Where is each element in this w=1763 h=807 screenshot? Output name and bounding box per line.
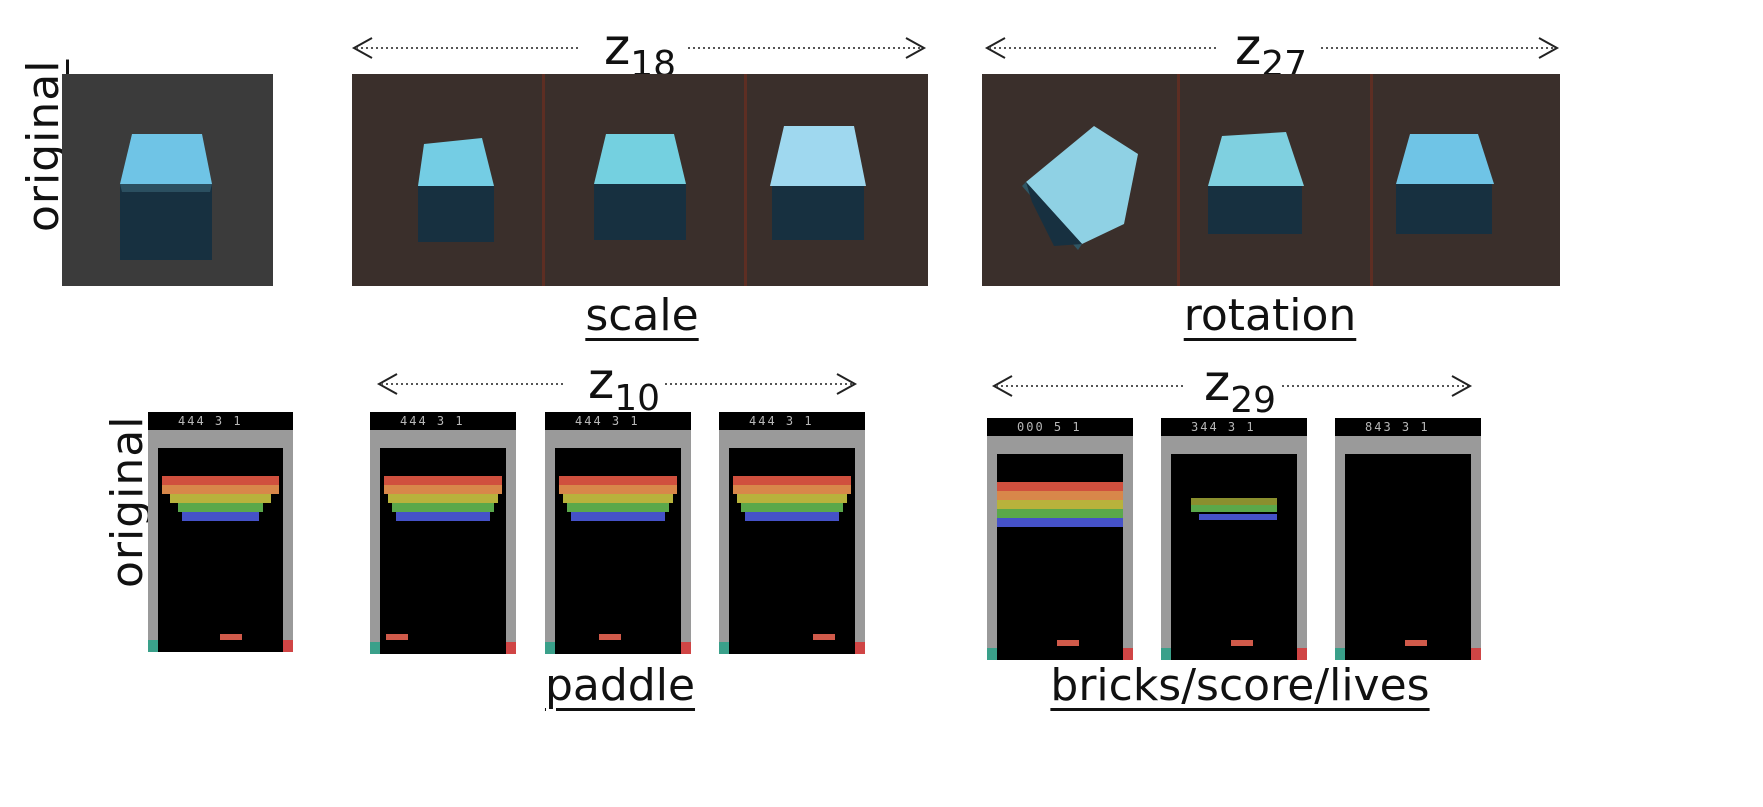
z29-arrow [990,368,1476,408]
rotation-traversal-strip [982,74,1560,286]
original-cube-image [62,74,273,286]
bricks-caption: bricks/score/lives [1050,660,1430,711]
rotation-cubes [1022,126,1494,250]
z10-arrow [375,366,861,406]
scale-cubes [418,126,866,242]
paddle-frame-1: 444 3 1 [370,412,516,654]
z29-label: z29 [1203,354,1277,421]
cube-graphic [120,134,212,260]
rotation-caption: rotation [1183,290,1357,341]
bricks-frame-1: 000 5 1 [987,418,1133,660]
original-atari-frame: 444 3 1 [148,412,293,652]
bricks-frame-2: 344 3 1 [1161,418,1307,660]
scale-caption: scale [585,290,699,341]
z27-arrow [983,30,1563,70]
z10-label: z10 [587,352,661,419]
bricks-frame-3: 843 3 1 [1335,418,1481,660]
paddle-frame-2: 444 3 1 [545,412,691,654]
z18-arrow [350,30,930,70]
paddle-caption: paddle [544,660,696,711]
original-label-bottom: original [102,415,153,588]
scale-traversal-strip [352,74,928,286]
paddle-frame-3: 444 3 1 [719,412,865,654]
